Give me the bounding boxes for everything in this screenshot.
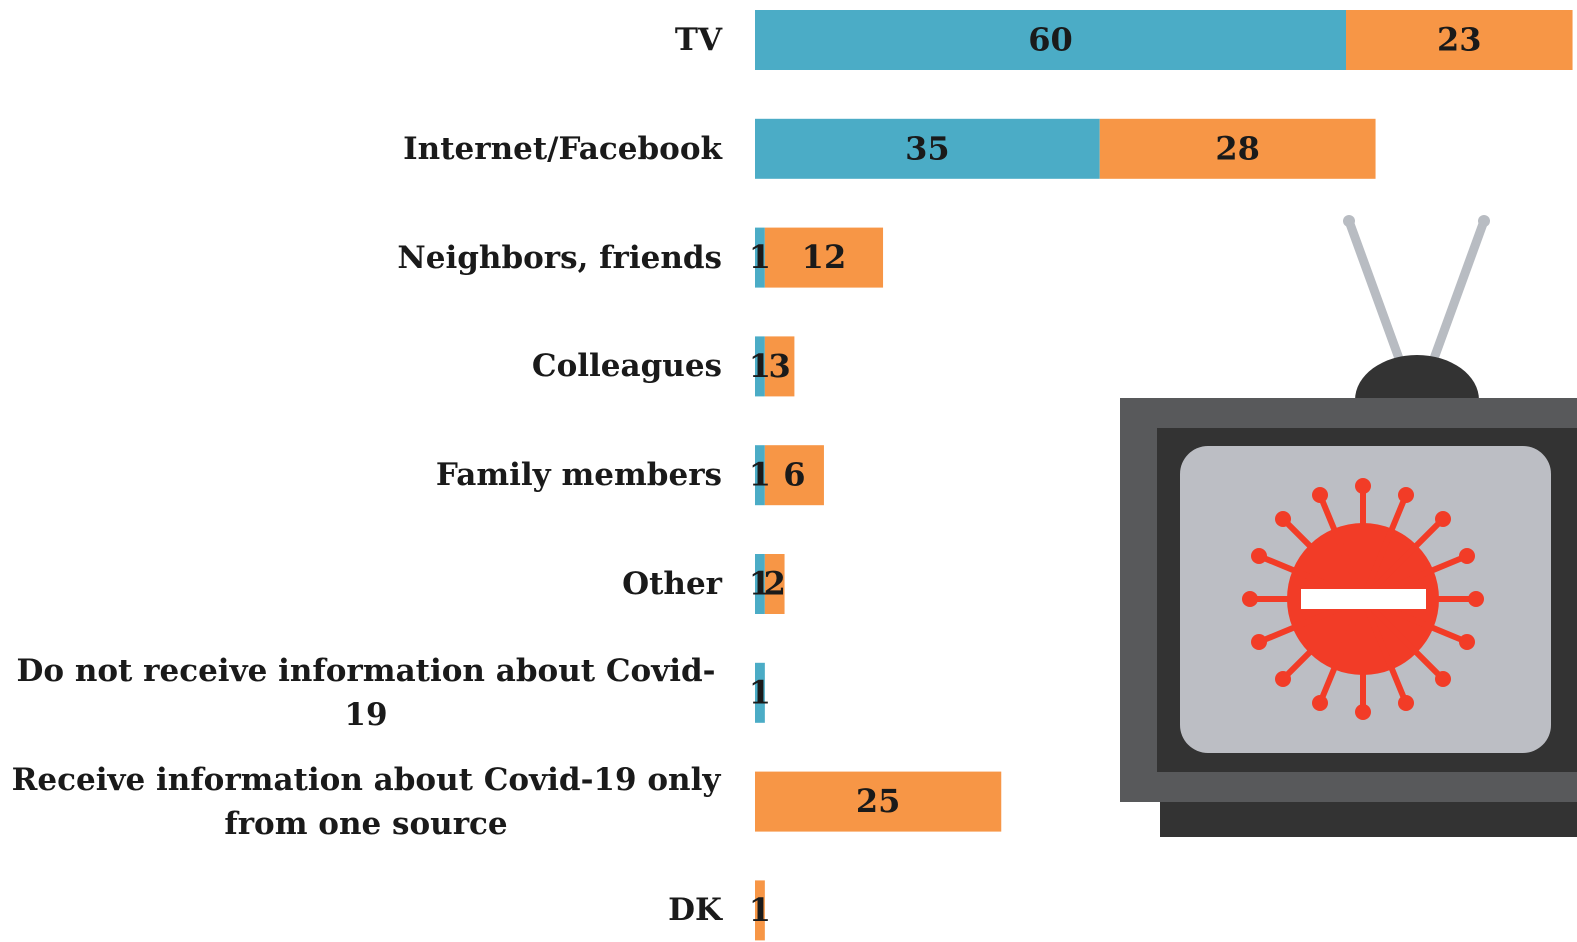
category-label: Internet/Facebook [403, 127, 722, 171]
category-label: DK [668, 888, 722, 932]
data-label: 35 [905, 129, 950, 167]
category-label-box: TV [0, 18, 722, 62]
data-label: 12 [802, 238, 847, 276]
category-label-box: Colleagues [0, 344, 722, 388]
category-label-box: Internet/Facebook [0, 127, 722, 171]
category-label-box: DK [0, 888, 722, 932]
data-label: 60 [1028, 21, 1073, 59]
category-label-box: Other [0, 562, 722, 606]
category-label: Neighbors, friends [397, 236, 722, 280]
category-label: Receive information about Covid-19 only … [10, 758, 722, 846]
category-label: Colleagues [532, 344, 722, 388]
category-label-box: Do not receive information about Covid-1… [0, 649, 722, 737]
data-label: 1 [749, 456, 771, 494]
page: 602335281121316121251 (() => { const dat… [0, 0, 1577, 942]
category-label: Do not receive information about Covid-1… [10, 649, 722, 737]
category-label: Family members [436, 453, 722, 497]
tv-illustration [1120, 215, 1577, 837]
data-label: 1 [749, 891, 771, 929]
category-label: Other [622, 562, 722, 606]
category-label-box: Receive information about Covid-19 only … [0, 758, 722, 846]
category-label-box: Neighbors, friends [0, 236, 722, 280]
data-label: 23 [1437, 21, 1482, 59]
data-label: 2 [764, 565, 786, 603]
category-label: TV [675, 18, 722, 62]
data-label: 6 [783, 456, 805, 494]
data-label: 1 [749, 238, 771, 276]
data-label: 1 [749, 673, 771, 711]
category-label-box: Family members [0, 453, 722, 497]
data-label: 25 [856, 782, 901, 820]
data-label: 28 [1215, 129, 1260, 167]
data-label: 3 [768, 347, 790, 385]
